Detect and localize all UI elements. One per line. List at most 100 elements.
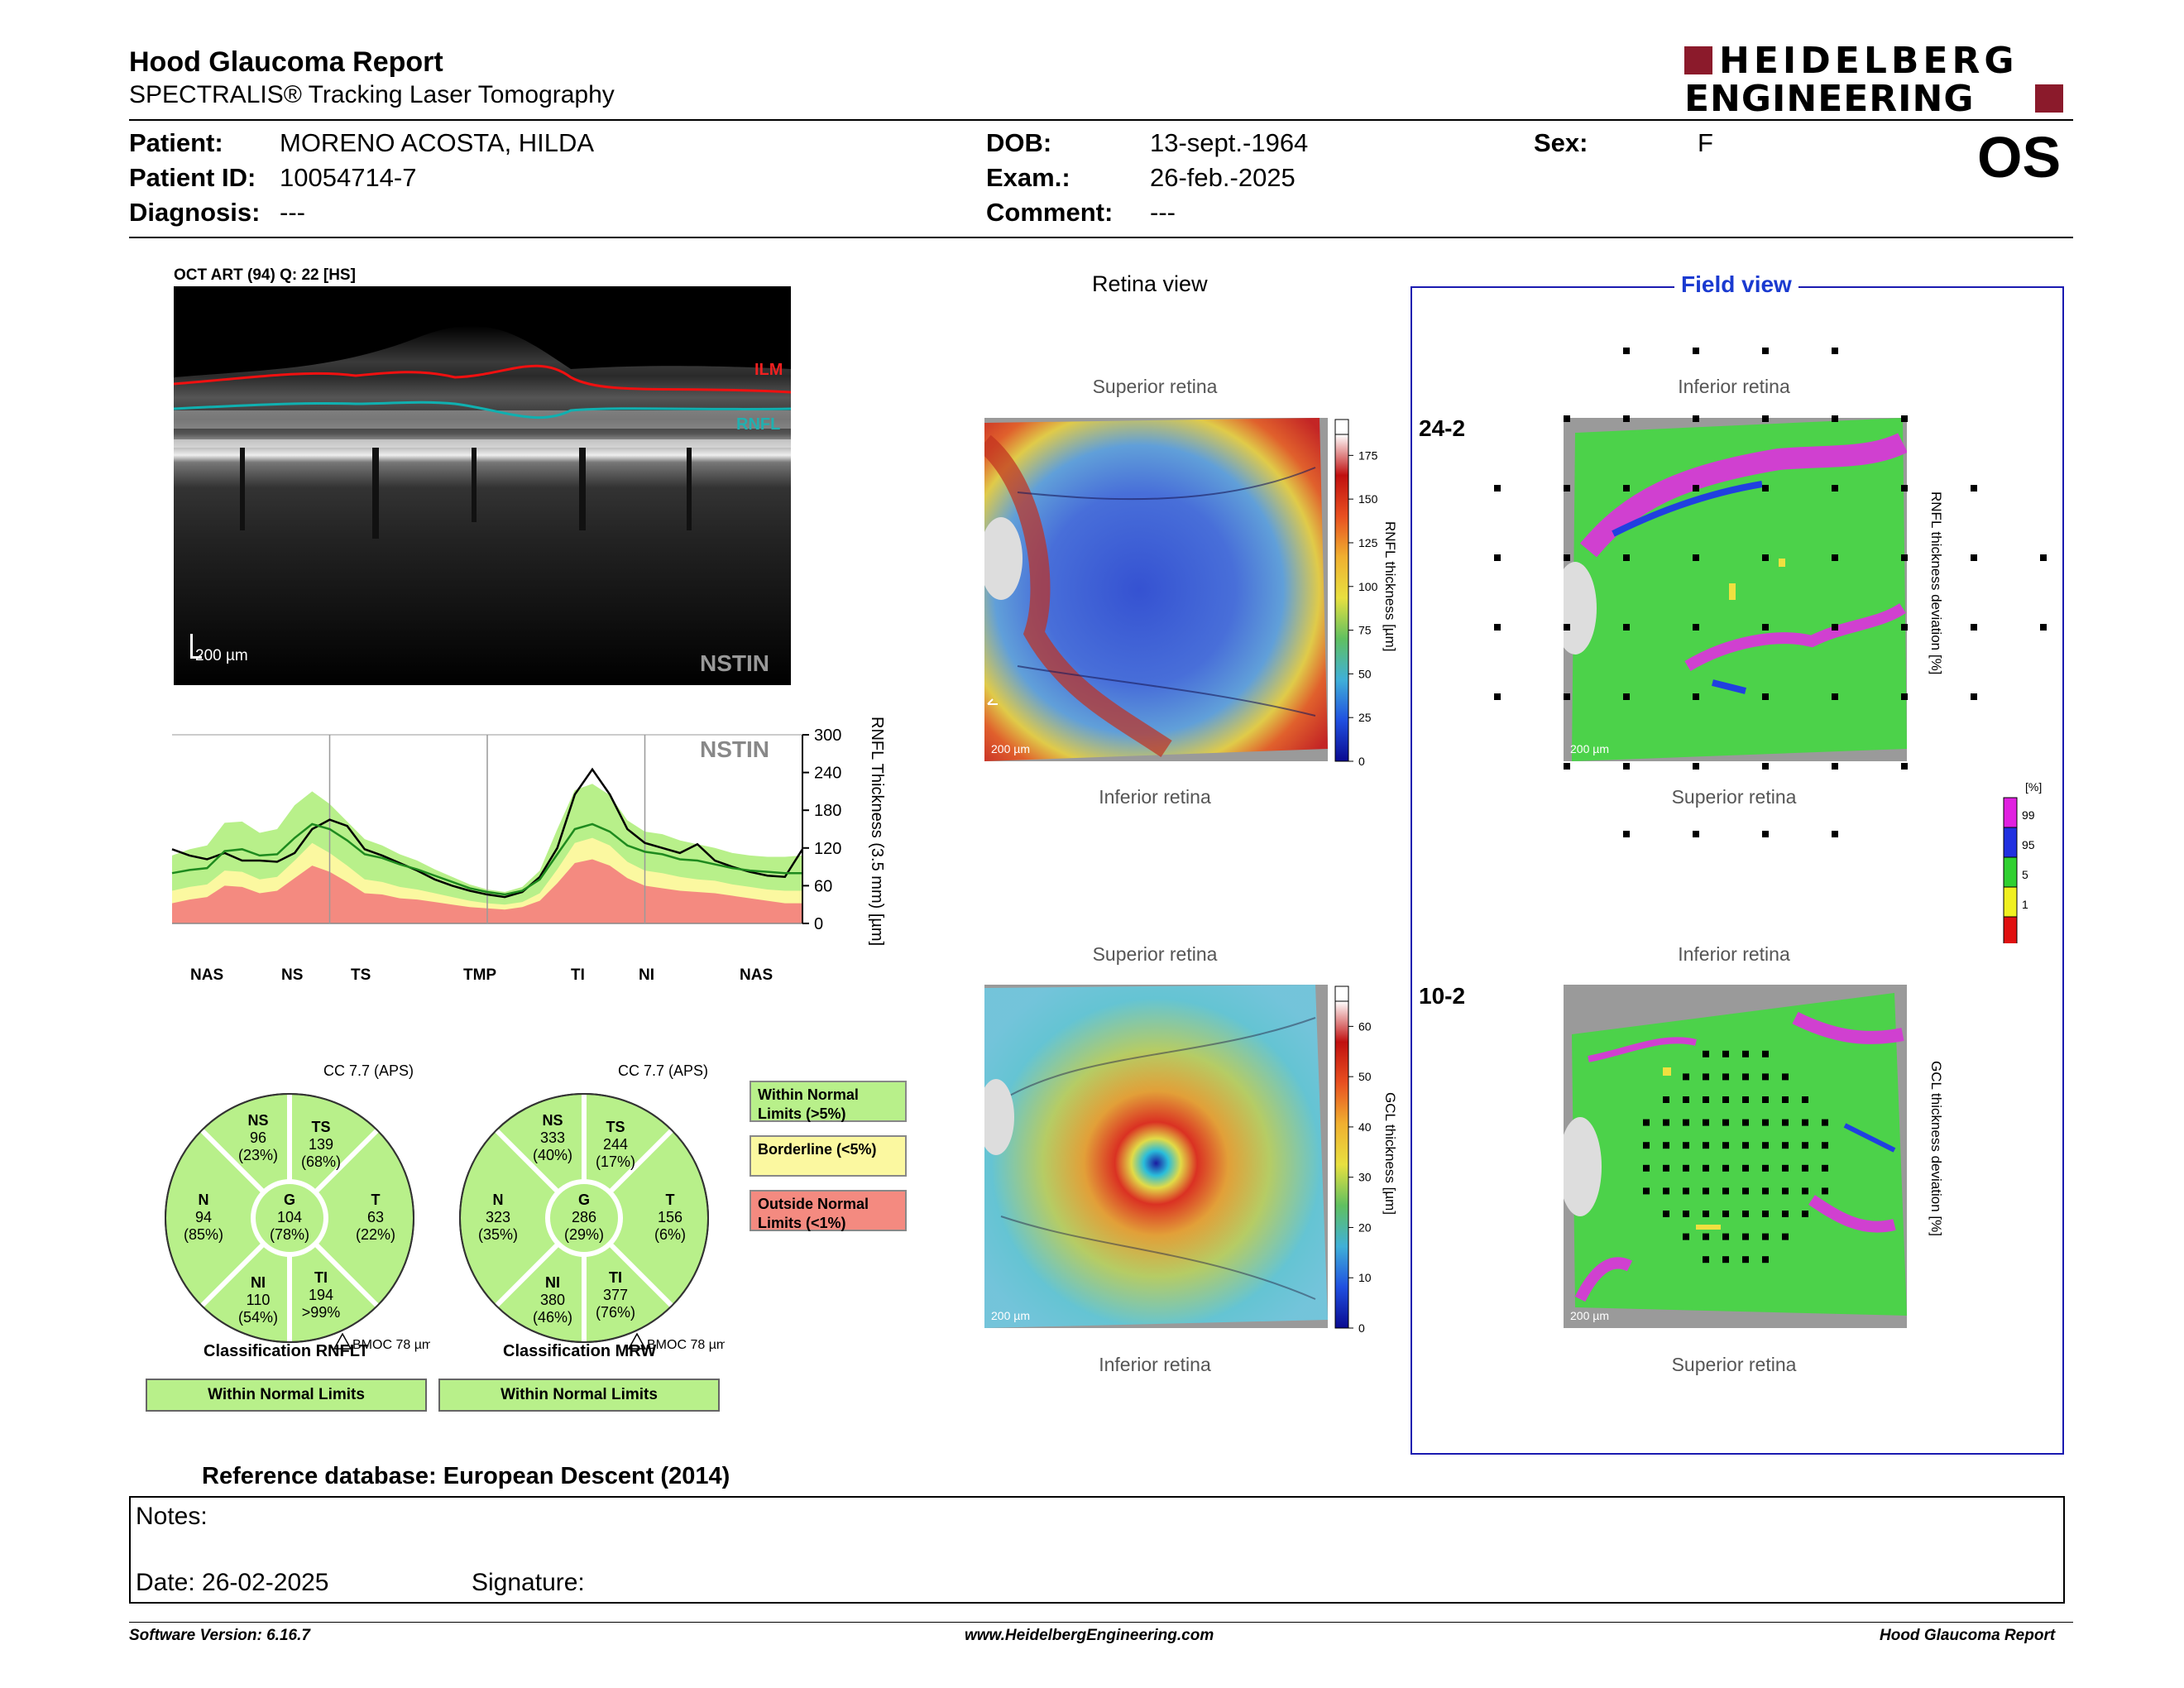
sector-name-ts: TS <box>606 1119 625 1135</box>
legend-normal: Within Normal Limits (>5%) <box>750 1081 907 1122</box>
test-point <box>1722 1119 1729 1126</box>
sector-percentile-ts: (68%) <box>301 1153 341 1170</box>
test-point <box>1762 1256 1769 1264</box>
sector-value-ti: 194 <box>309 1287 333 1303</box>
colorbar-tick-label: 175 <box>1358 448 1378 462</box>
sector-value-ni: 110 <box>247 1292 271 1308</box>
test-point <box>1742 1233 1749 1240</box>
mrw-classification-label: Classification MRW <box>503 1342 657 1360</box>
test-point <box>1703 1142 1709 1149</box>
test-point <box>1822 1142 1828 1149</box>
test-point <box>1762 1142 1769 1149</box>
test-point <box>1693 624 1699 631</box>
patient-id: 10054714-7 <box>280 163 417 192</box>
sector-value-ns: 333 <box>540 1129 565 1146</box>
outer-outline <box>165 1093 414 1343</box>
test-point <box>1782 1142 1789 1149</box>
ilm-label: ILM <box>754 361 783 379</box>
percentile-colorbar-svg: [%] 99 95 5 1 <box>2003 780 2042 947</box>
sector-percentile-t: (22%) <box>356 1226 395 1243</box>
sector-label: TI <box>571 966 585 984</box>
test-point <box>1683 1096 1689 1103</box>
sector-value-t: 156 <box>658 1209 682 1225</box>
y-tick-label: 300 <box>814 727 841 745</box>
diagnosis-value: --- <box>280 198 305 227</box>
test-point <box>1693 763 1699 770</box>
footer-rule <box>129 1622 2073 1623</box>
test-point <box>1901 693 1908 700</box>
test-point <box>1971 624 1977 631</box>
sector-name-ti: TI <box>314 1269 328 1286</box>
y-tick-label: 240 <box>814 765 841 783</box>
test-point <box>1564 485 1570 492</box>
test-point <box>1722 1164 1729 1172</box>
test-point <box>1782 1164 1789 1172</box>
legend-borderline: Borderline (<5%) <box>750 1135 907 1177</box>
colorbar-tick-label: 100 <box>1358 580 1378 593</box>
sector-divider <box>607 1241 674 1308</box>
test-point <box>1722 1142 1729 1149</box>
gcl-dev-map-scale: 200 µm <box>1570 1309 1609 1322</box>
rnflt-classification-result: Within Normal Limits <box>146 1379 427 1412</box>
grid-10-2-svg <box>1643 1050 1828 1264</box>
field-inferior-caption-2: Inferior retina <box>1678 943 1790 965</box>
gcl-thickness-map: 200 µm <box>984 985 1328 1328</box>
test-point <box>1901 485 1908 492</box>
test-point <box>1832 348 1838 354</box>
sex-value: F <box>1698 128 1713 157</box>
sector-label: NAS <box>190 966 224 984</box>
gcl-map-scale: 200 µm <box>991 1309 1030 1322</box>
test-point <box>1494 624 1501 631</box>
test-point <box>1494 485 1501 492</box>
test-point <box>1762 1096 1769 1103</box>
retina-view-title: Retina view <box>1092 271 1208 296</box>
test-point <box>1623 624 1630 631</box>
test-point <box>1643 1119 1650 1126</box>
field-view-title: Field view <box>1674 271 1798 298</box>
test-point <box>1564 763 1570 770</box>
colorbar-tick-label: 0 <box>1358 1321 1365 1332</box>
field-superior-caption-2: Superior retina <box>1671 1354 1797 1375</box>
test-point <box>1762 1164 1769 1172</box>
sector-percentile-ni: (54%) <box>238 1309 278 1326</box>
test-point <box>1762 348 1769 354</box>
mrw-classification-result: Within Normal Limits <box>438 1379 720 1412</box>
sector-label: TS <box>351 966 371 984</box>
sector-percentile-n: (35%) <box>478 1226 518 1243</box>
test-point <box>1971 554 1977 561</box>
test-point <box>1683 1233 1689 1240</box>
sector-name-ni: NI <box>251 1274 266 1291</box>
sector-value-t: 63 <box>367 1209 384 1225</box>
rnfl-deviation-axis-label: RNFL thickness deviation [%] <box>1928 492 1944 675</box>
sector-name-t: T <box>371 1192 381 1208</box>
test-point <box>1832 624 1838 631</box>
percentile-tick-label: 5 <box>2022 868 2028 881</box>
notes-box[interactable]: Notes: Date: 26-02-2025 Signature: <box>129 1496 2065 1604</box>
test-point <box>1663 1119 1669 1126</box>
rnfl-thickness-axis-label: RNFL thickness [µm] <box>1382 521 1398 652</box>
test-point <box>1623 348 1630 354</box>
sector-percentile-ni: (46%) <box>533 1309 572 1326</box>
test-point <box>1822 1164 1828 1172</box>
test-point <box>1782 1187 1789 1195</box>
test-point <box>1693 831 1699 837</box>
test-point <box>1742 1119 1749 1126</box>
sector-name-g: G <box>284 1192 295 1208</box>
test-point <box>1693 554 1699 561</box>
comment-label: Comment: <box>986 198 1114 227</box>
test-point <box>1742 1073 1749 1081</box>
test-point <box>1693 348 1699 354</box>
test-point <box>1703 1073 1709 1081</box>
software-version: Software Version: 6.16.7 <box>129 1627 310 1644</box>
grid-24-2-svg <box>1494 348 2047 837</box>
test-point <box>1901 415 1908 422</box>
rnfl-dev-map-scale: 200 µm <box>1570 742 1609 755</box>
test-point <box>1901 624 1908 631</box>
website-link[interactable]: www.HeidelbergEngineering.com <box>965 1627 1214 1644</box>
gcl-deviation-map: 200 µm <box>1564 985 1907 1328</box>
test-point <box>1782 1073 1789 1081</box>
comment-value: --- <box>1150 198 1176 227</box>
sector-divider <box>313 1241 380 1308</box>
test-point <box>1802 1187 1808 1195</box>
test-point <box>1663 1187 1669 1195</box>
